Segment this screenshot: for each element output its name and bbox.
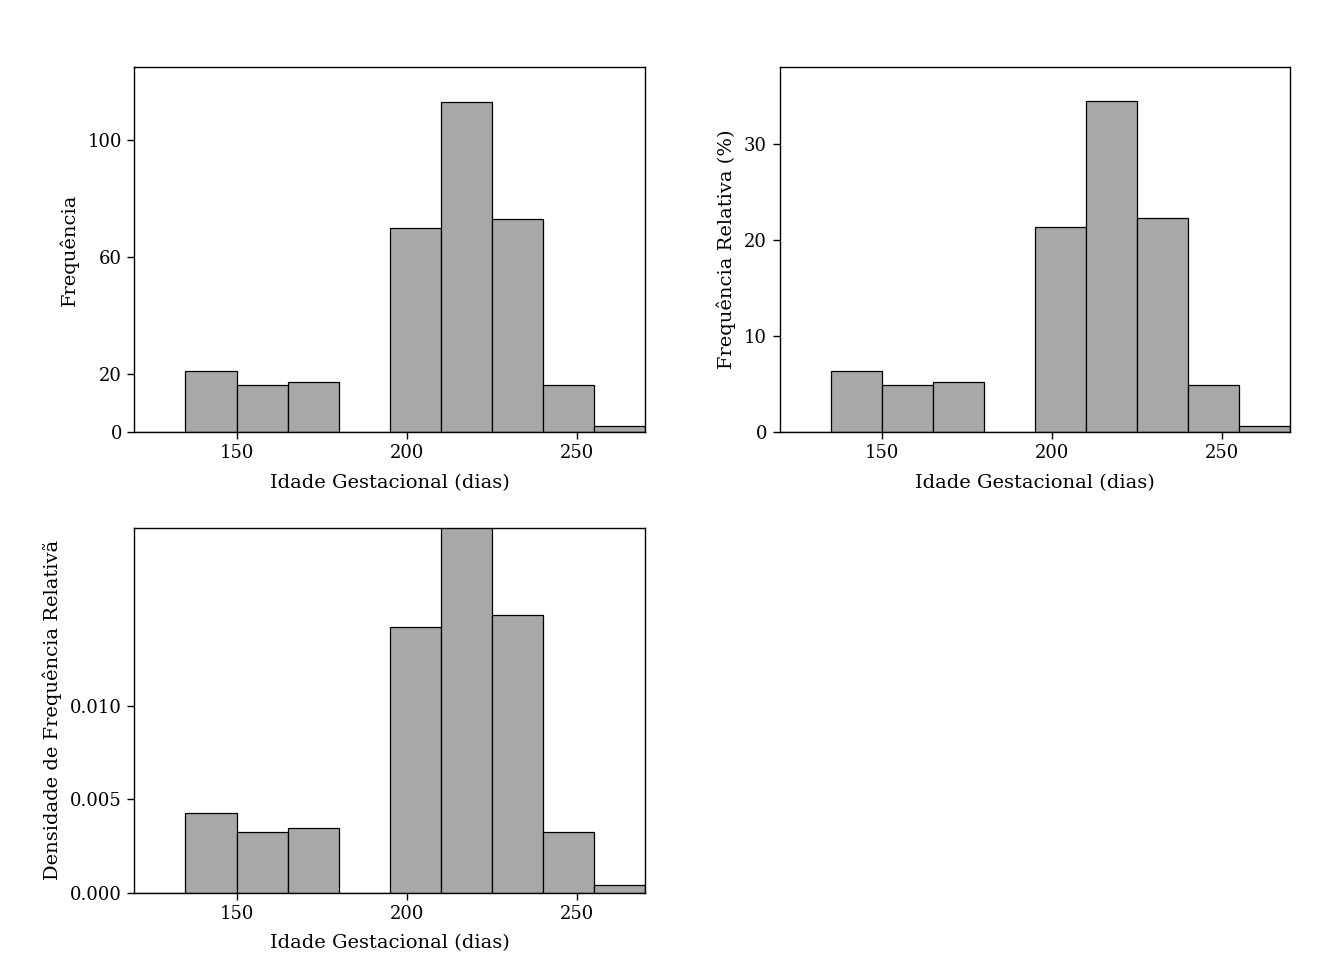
- Bar: [288, 382, 339, 432]
- Bar: [1188, 385, 1239, 432]
- Bar: [1035, 228, 1086, 432]
- Bar: [390, 228, 441, 432]
- Bar: [390, 627, 441, 893]
- Bar: [1239, 426, 1290, 432]
- Bar: [492, 219, 543, 432]
- Bar: [492, 615, 543, 893]
- Bar: [543, 832, 594, 893]
- Bar: [441, 102, 492, 432]
- Y-axis label: Densidade de Frequência Relativã: Densidade de Frequência Relativã: [42, 540, 62, 880]
- Bar: [237, 385, 288, 432]
- X-axis label: Idade Gestacional (dias): Idade Gestacional (dias): [270, 473, 509, 492]
- X-axis label: Idade Gestacional (dias): Idade Gestacional (dias): [270, 934, 509, 952]
- Bar: [933, 382, 984, 432]
- Bar: [441, 463, 492, 893]
- Bar: [594, 426, 645, 432]
- Bar: [543, 385, 594, 432]
- Bar: [594, 885, 645, 893]
- Bar: [237, 832, 288, 893]
- Bar: [185, 371, 237, 432]
- Bar: [1086, 101, 1137, 432]
- Bar: [831, 371, 882, 432]
- Bar: [1137, 218, 1188, 432]
- Y-axis label: Frequência Relativa (%): Frequência Relativa (%): [716, 130, 735, 370]
- Y-axis label: Frequência: Frequência: [59, 193, 79, 306]
- Bar: [882, 385, 933, 432]
- Bar: [288, 828, 339, 893]
- Bar: [185, 813, 237, 893]
- X-axis label: Idade Gestacional (dias): Idade Gestacional (dias): [915, 473, 1154, 492]
